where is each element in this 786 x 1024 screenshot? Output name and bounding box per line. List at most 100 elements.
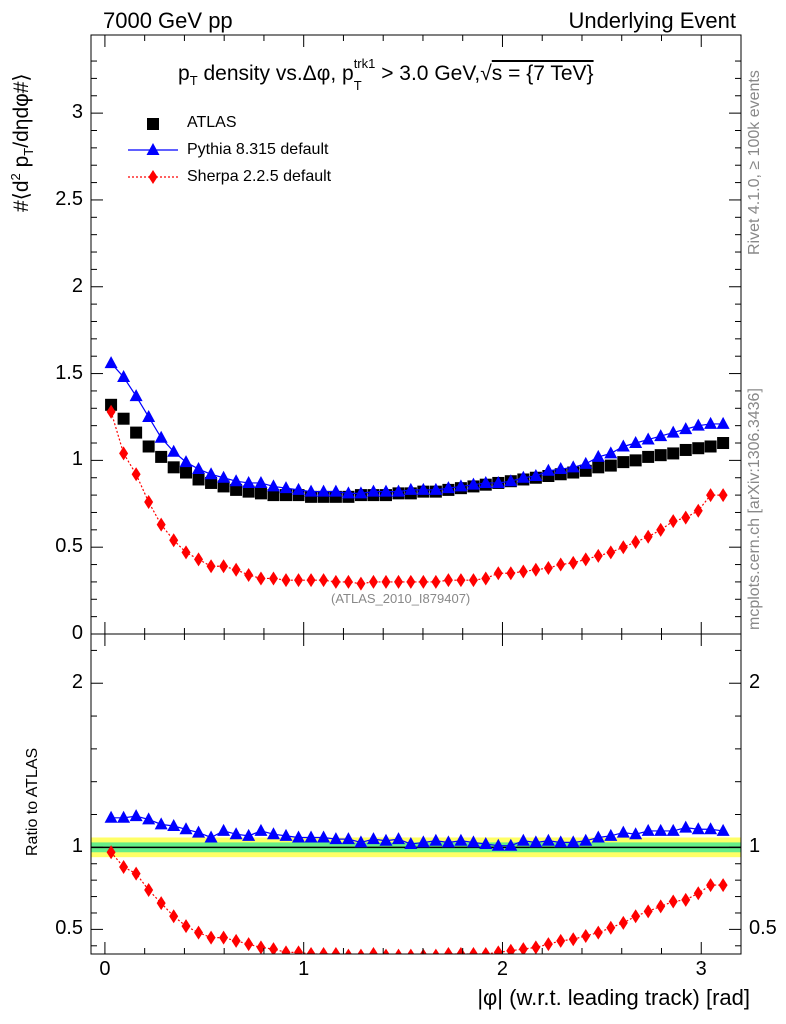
main-point-diamond-39 xyxy=(593,548,603,563)
main-point-triangle-12 xyxy=(254,475,268,488)
main-point-triangle-43 xyxy=(641,432,655,445)
main-point-diamond-42 xyxy=(631,534,641,549)
x-tick-label-1: 1 xyxy=(298,958,310,980)
main-point-diamond-49 xyxy=(718,488,728,503)
ratio-point-diamond-26 xyxy=(432,948,440,954)
main-point-diamond-7 xyxy=(194,552,204,567)
main-point-square-7 xyxy=(192,473,205,486)
ratio-y-tick-label-right-2: 2 xyxy=(749,671,761,694)
ratio-y-axis-label: Ratio to ATLAS xyxy=(24,747,41,856)
ratio-point-triangle-47 xyxy=(691,822,705,835)
main-point-square-10 xyxy=(230,483,243,496)
ratio-point-diamond-14 xyxy=(281,945,291,954)
main-point-triangle-47 xyxy=(691,418,705,431)
main-point-square-46 xyxy=(679,443,692,456)
main-y-tick-label-2: 1 xyxy=(71,448,83,471)
ratio-point-triangle-4 xyxy=(154,817,168,830)
ratio-point-triangle-20 xyxy=(354,835,368,848)
title-energy: s = {7 TeV} xyxy=(491,62,594,85)
ratio-point-triangle-24 xyxy=(404,837,418,850)
ratio-point-diamond-41 xyxy=(618,915,628,930)
ratio-point-diamond-33 xyxy=(518,942,528,954)
main-point-diamond-45 xyxy=(668,514,678,529)
ratio-point-triangle-46 xyxy=(679,820,693,833)
main-point-diamond-5 xyxy=(169,533,179,548)
x-tick-label-0: 0 xyxy=(99,958,111,980)
x-axis-label: |φ| (w.r.t. leading track) [rad] xyxy=(477,985,750,1010)
ratio-point-diamond-19 xyxy=(344,948,352,954)
ratio-point-triangle-33 xyxy=(516,833,530,846)
main-point-triangle-7 xyxy=(192,462,206,475)
main-point-square-39 xyxy=(592,461,605,474)
ratio-point-triangle-38 xyxy=(579,833,593,846)
main-point-triangle-39 xyxy=(591,449,605,462)
title-sqrt: √ xyxy=(480,62,492,85)
x-tick-label-3: 3 xyxy=(695,958,707,980)
main-point-triangle-33 xyxy=(516,470,530,483)
ratio-point-triangle-18 xyxy=(329,832,343,845)
legend-marker-atlas xyxy=(147,118,159,130)
main-point-diamond-17 xyxy=(319,573,329,588)
x-tick-label-2: 2 xyxy=(496,958,509,980)
main-point-diamond-10 xyxy=(231,562,241,577)
title-T-sub2: T xyxy=(353,78,362,93)
main-point-triangle-38 xyxy=(579,456,593,469)
main-point-diamond-40 xyxy=(606,545,616,560)
main-point-triangle-5 xyxy=(167,444,181,457)
main-point-triangle-46 xyxy=(679,422,693,435)
ratio-point-diamond-44 xyxy=(656,899,666,914)
main-point-square-13 xyxy=(267,489,280,502)
main-point-diamond-23 xyxy=(394,574,404,589)
main-point-triangle-44 xyxy=(654,429,668,442)
main-point-diamond-25 xyxy=(418,574,428,589)
main-point-triangle-29 xyxy=(466,477,480,490)
ratio-point-triangle-19 xyxy=(341,832,355,845)
ratio-point-diamond-16 xyxy=(306,947,316,954)
ratio-point-triangle-16 xyxy=(304,830,318,843)
ratio-y-tick-label-right-0: 0.5 xyxy=(749,917,777,940)
main-point-triangle-23 xyxy=(392,484,406,497)
main-point-diamond-18 xyxy=(331,574,341,589)
main-point-diamond-38 xyxy=(581,552,591,567)
main-point-diamond-8 xyxy=(206,559,216,574)
ratio-point-triangle-5 xyxy=(167,819,181,831)
header-left-label: 7000 GeV pp xyxy=(103,8,233,33)
ratio-point-triangle-31 xyxy=(491,838,505,851)
ratio-point-diamond-5 xyxy=(169,909,179,924)
main-y-tick-label-5: 2.5 xyxy=(55,187,83,210)
ratio-point-triangle-29 xyxy=(466,835,480,848)
main-point-triangle-37 xyxy=(566,460,580,473)
main-point-triangle-27 xyxy=(441,481,455,494)
main-point-diamond-34 xyxy=(531,562,541,577)
ratio-point-diamond-21 xyxy=(368,947,378,954)
ratio-point-diamond-43 xyxy=(643,904,653,919)
main-point-diamond-11 xyxy=(244,567,254,582)
main-point-diamond-16 xyxy=(306,573,316,588)
main-point-diamond-2 xyxy=(131,467,141,482)
main-point-diamond-37 xyxy=(568,555,578,570)
ratio-point-triangle-35 xyxy=(541,833,555,846)
main-point-diamond-0 xyxy=(106,404,116,419)
ratio-point-diamond-47 xyxy=(693,886,703,901)
main-point-diamond-32 xyxy=(506,566,516,581)
main-point-diamond-4 xyxy=(156,517,166,532)
main-point-square-6 xyxy=(180,466,193,479)
ratio-point-triangle-17 xyxy=(317,830,331,843)
main-point-diamond-35 xyxy=(543,561,553,576)
ratio-point-triangle-3 xyxy=(142,812,156,825)
ratio-point-diamond-23 xyxy=(395,948,402,954)
main-point-triangle-1 xyxy=(117,370,131,383)
main-point-square-47 xyxy=(692,442,705,455)
ratio-point-triangle-26 xyxy=(429,833,443,846)
legend-label-atlas: ATLAS xyxy=(187,114,237,131)
main-point-diamond-15 xyxy=(294,573,304,588)
ratio-point-diamond-29 xyxy=(468,947,478,954)
main-point-square-43 xyxy=(642,450,655,463)
ratio-point-triangle-15 xyxy=(292,830,306,843)
main-y-axis-label: #⟨d2 pT/dηdφ#⟩ xyxy=(8,73,37,212)
ratio-point-triangle-43 xyxy=(641,823,655,836)
main-plot-marks xyxy=(104,356,730,591)
main-point-diamond-33 xyxy=(518,564,528,579)
main-point-diamond-27 xyxy=(443,573,453,588)
main-point-triangle-31 xyxy=(491,475,505,488)
